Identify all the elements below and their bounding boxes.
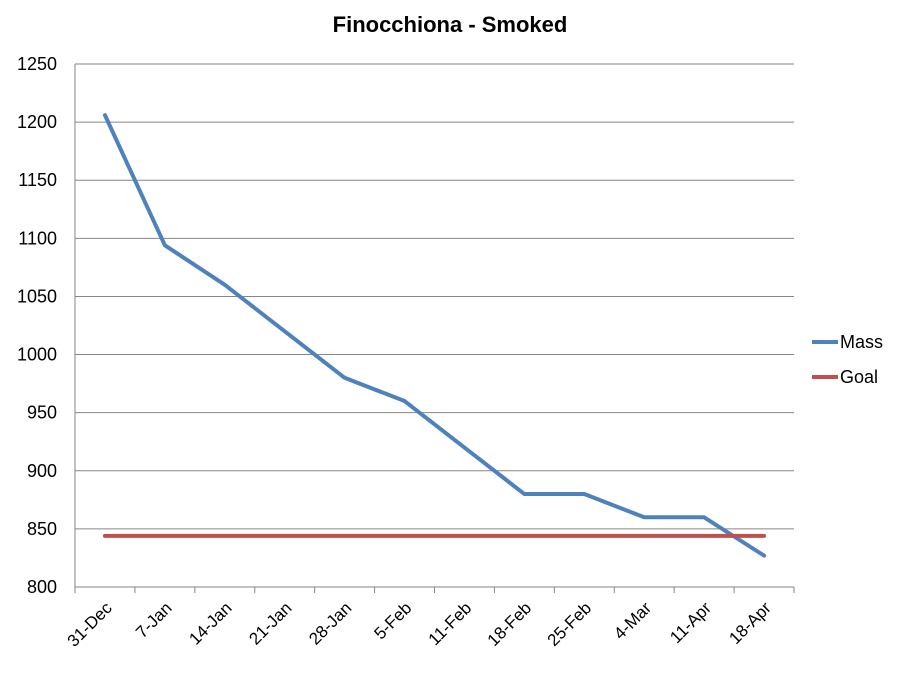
x-tick-label: 31-Dec bbox=[64, 598, 117, 651]
x-tick-label: 11-Apr bbox=[666, 598, 715, 647]
x-tick-label: 25-Feb bbox=[544, 598, 596, 650]
y-tick-label: 1000 bbox=[17, 345, 57, 365]
y-tick-label: 900 bbox=[27, 461, 57, 481]
legend-label-goal: Goal bbox=[840, 367, 878, 387]
y-tick-label: 950 bbox=[27, 403, 57, 423]
x-tick-label: 28-Jan bbox=[305, 598, 355, 648]
chart-title: Finocchiona - Smoked bbox=[332, 12, 568, 37]
y-tick-label: 1150 bbox=[18, 170, 57, 190]
y-tick-label: 1100 bbox=[18, 228, 57, 248]
x-tick-label: 5-Feb bbox=[371, 598, 416, 643]
y-tick-label: 850 bbox=[27, 519, 57, 539]
x-tick-label: 21-Jan bbox=[245, 598, 295, 648]
series-line-mass bbox=[102, 113, 767, 558]
y-tick-label: 1200 bbox=[17, 112, 57, 132]
x-tick-label: 18-Feb bbox=[484, 598, 536, 650]
legend-label-mass: Mass bbox=[840, 332, 883, 352]
y-tick-label: 800 bbox=[27, 577, 57, 597]
x-tick-label: 18-Apr bbox=[725, 598, 775, 648]
x-tick-label: 4-Mar bbox=[610, 598, 655, 643]
x-tick-label: 11-Feb bbox=[425, 598, 476, 649]
y-tick-label: 1250 bbox=[17, 54, 57, 74]
y-tick-label: 1050 bbox=[17, 286, 57, 306]
x-tick-label: 14-Jan bbox=[185, 598, 235, 648]
x-tick-label: 7-Jan bbox=[132, 598, 176, 642]
